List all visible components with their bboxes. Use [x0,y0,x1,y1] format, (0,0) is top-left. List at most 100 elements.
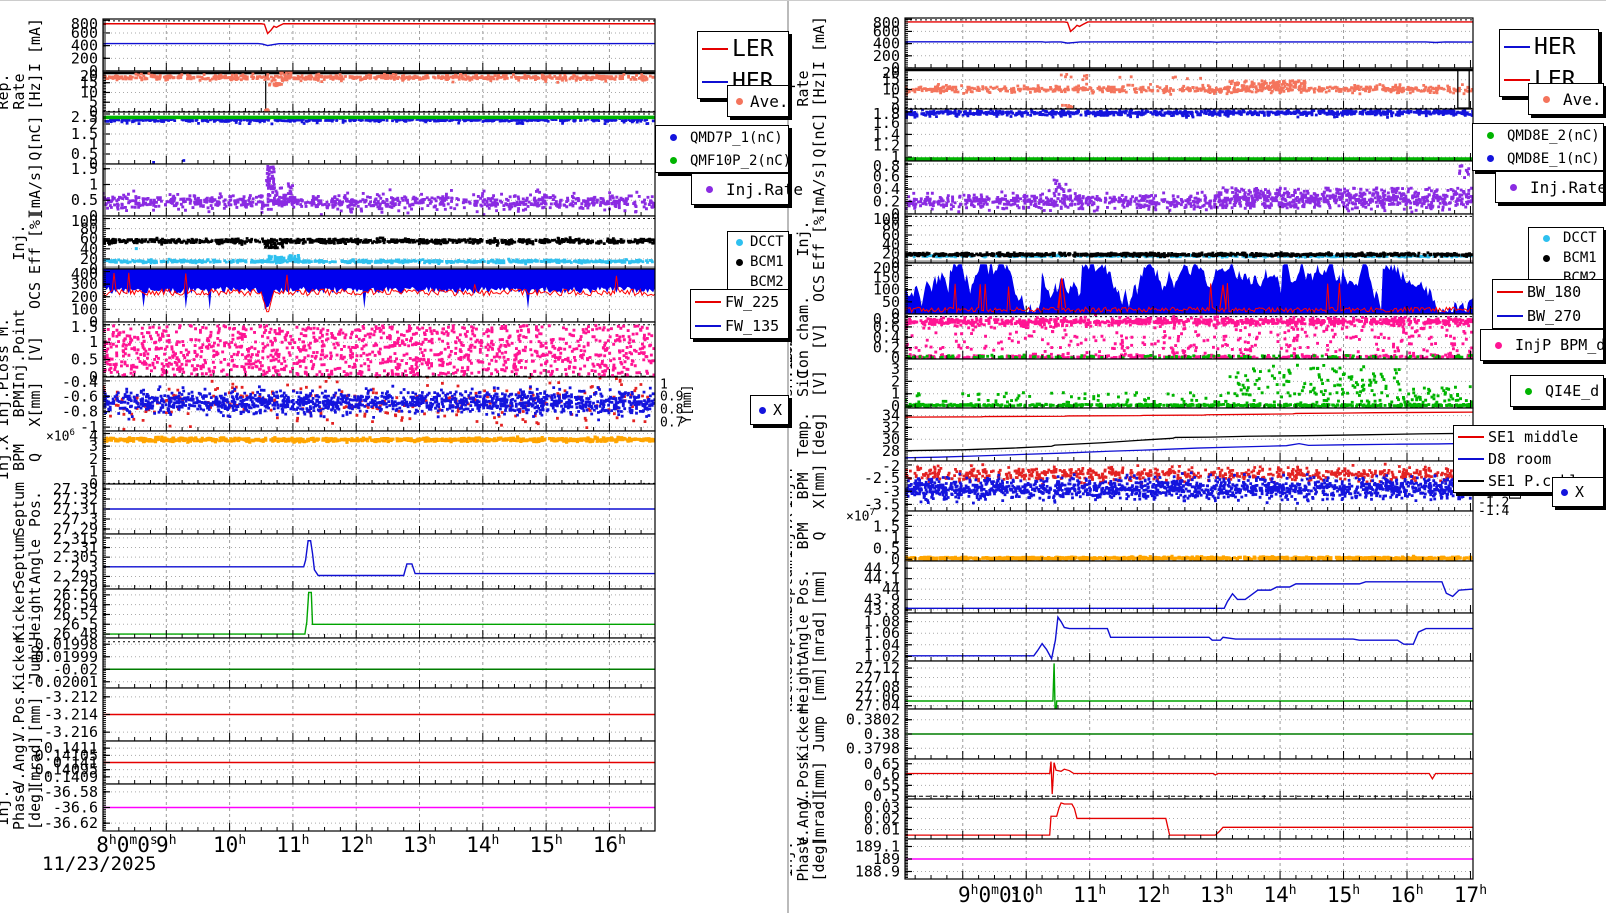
svg-text:0.01: 0.01 [864,821,900,839]
svg-text:-1.4: -1.4 [1478,504,1509,519]
svg-text:Inj.P: Inj.P [0,381,12,426]
panel-left-ring: 800 600 400 200 0 I [mA] 20 15 10 5 0 Rep. Rate [Hz] 2… [0,1,803,913]
svg-text:0.5: 0.5 [71,351,98,369]
series-injp-bpm-x [103,377,655,431]
ticks-injx-bpm-q: 21.510.50 [873,507,1471,568]
svg-text:Inj.Point: Inj.Point [10,309,28,390]
x-axis-label-left-9h: 9h [156,833,177,857]
legend-label: BW_270 [1527,307,1582,325]
series-kicker-jump [103,641,655,670]
x-axis-label-left-11h: 11h [276,833,310,857]
legend-row-bcm2: BCM2 [728,274,788,290]
legend-eff-monitors: DCCT BCM1 BCM2 [727,231,789,293]
svg-text:SiC: SiC [794,370,812,397]
svg-text:-3: -3 [882,482,900,500]
series-kicker-height [103,591,655,635]
svg-text:0.2: 0.2 [873,193,900,211]
svg-text:15: 15 [80,74,98,92]
x-axis-label-left-16h: 16h [592,833,626,857]
svg-text:0: 0 [89,103,98,121]
svg-text:V.Pos.: V.Pos. [794,752,812,806]
legend-row-bw-180: BW_180 [1493,283,1603,301]
legend-label: BCM2 [750,274,784,290]
dot-marker-icon [1529,234,1563,242]
dot-marker-icon [1496,183,1530,191]
svg-text:BPM: BPM [794,522,812,549]
line-marker-icon [1500,45,1534,48]
x-axis-label-right-11h: 11h [1073,883,1107,907]
subplot-right-injp-bpm-x: -2-2.5-3-3.5Inj.PBPMX[mm]-0.4-0.6-0.8-1-… [778,457,1523,519]
svg-text:10: 10 [882,80,900,98]
svg-text:0: 0 [891,205,900,223]
series-injx-bpm-q [103,435,655,484]
panel-right-ring: 800 600 400 200 0 I [mA] 20 15 10 5 0 Rep. Rate [Hz] 1… [778,1,1606,913]
legend-row-d8-room: D8 room [1454,450,1603,468]
subplot-right-v-pos: 0.650.60.550.5 V.Pos.[mm] [794,752,1474,806]
svg-text:0.2: 0.2 [873,339,900,357]
legend-label: DCCT [1563,230,1597,246]
svg-text:27.1: 27.1 [864,668,900,686]
svg-text:[deg]: [deg] [810,412,828,457]
legend-label: X [773,401,783,419]
dot-marker-icon [728,97,750,105]
svg-text:200: 200 [873,259,900,277]
svg-text:V.Ang.: V.Ang. [794,792,812,846]
svg-text:44.1: 44.1 [864,570,900,588]
legend-label: Ave. [1563,89,1602,109]
svg-text:0.5: 0.5 [71,145,98,163]
svg-text:0: 0 [89,260,98,278]
svg-text:80: 80 [882,217,900,235]
ticks-q-nc: 2.521.510.50 [71,108,642,173]
svg-text:-3.216: -3.216 [44,723,98,741]
svg-text:60: 60 [80,230,98,248]
series-lossm-ion-sic [905,363,1473,408]
svg-text:Ion cham.: Ion cham. [794,296,812,377]
legend-label: D8 room [1488,450,1552,468]
svg-text:400: 400 [873,35,900,53]
line-marker-icon [698,80,732,83]
svg-text:-0.4: -0.4 [62,373,98,391]
svg-text:1.5: 1.5 [71,160,98,178]
series-rep-rate [905,68,1473,109]
svg-text:0.1411: 0.1411 [44,739,98,757]
svg-text:-3.5: -3.5 [864,495,900,513]
svg-text:0.4: 0.4 [873,180,900,198]
svg-text:-1: -1 [80,418,98,436]
line-marker-icon [698,47,732,50]
svg-text:26.54: 26.54 [53,596,98,614]
line-marker-icon [1454,480,1488,482]
svg-text:0: 0 [89,368,98,386]
x-axis-label-right-9h0m0s: 9h0m0s [958,883,1020,907]
svg-text:Rate: Rate [10,73,28,109]
panel-divider [787,1,789,913]
svg-text:-36.6: -36.6 [53,799,98,817]
line-marker-icon [1500,78,1534,81]
svg-text:26.56: 26.56 [53,586,98,604]
svg-text:Q[nC]: Q[nC] [810,112,828,157]
legend-label: Inj.Rate [1530,177,1606,197]
subplot-right-v-ang: 0.030.020.01 V.Ang.[mrad] [794,792,1474,846]
svg-text:27.12: 27.12 [855,659,900,677]
svg-text:2.29: 2.29 [62,577,98,595]
svg-text:I [mA]: I [mA] [26,18,44,72]
svg-text:-0.02001: -0.02001 [26,673,98,691]
svg-text:Jump: Jump [810,716,828,752]
svg-text:2.3: 2.3 [71,558,98,576]
svg-text:0.3802: 0.3802 [846,711,900,729]
svg-text:2: 2 [891,507,900,525]
svg-text:600: 600 [873,22,900,40]
svg-text:27.08: 27.08 [855,678,900,696]
svg-text:0.6: 0.6 [873,168,900,186]
svg-text:-0.01998: -0.01998 [26,635,98,653]
legend-label: LER [732,35,774,62]
